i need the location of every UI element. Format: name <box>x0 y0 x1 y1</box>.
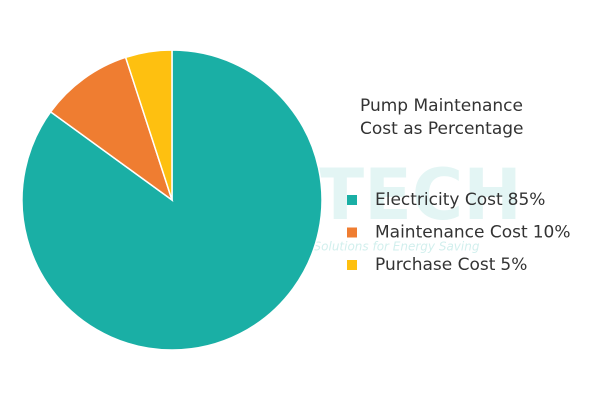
legend-category: Purchase Cost <box>375 255 496 275</box>
legend-swatch <box>347 195 357 205</box>
legend-category: Maintenance Cost <box>375 223 528 243</box>
legend-value: 5% <box>500 255 527 275</box>
chart-title: Pump Maintenance Cost as Percentage <box>360 96 524 139</box>
legend-label: Purchase Cost 5% <box>375 255 527 275</box>
legend-value: 85% <box>508 190 546 210</box>
pie-slice <box>124 49 173 201</box>
legend-category: Electricity Cost <box>375 190 503 210</box>
legend-label: Electricity Cost 85% <box>375 190 545 210</box>
legend-swatch <box>347 227 357 238</box>
legend-value: 10% <box>533 223 571 243</box>
pie-slice <box>49 56 174 202</box>
legend-swatch <box>347 260 357 270</box>
legend-label: Maintenance Cost 10% <box>375 223 570 243</box>
